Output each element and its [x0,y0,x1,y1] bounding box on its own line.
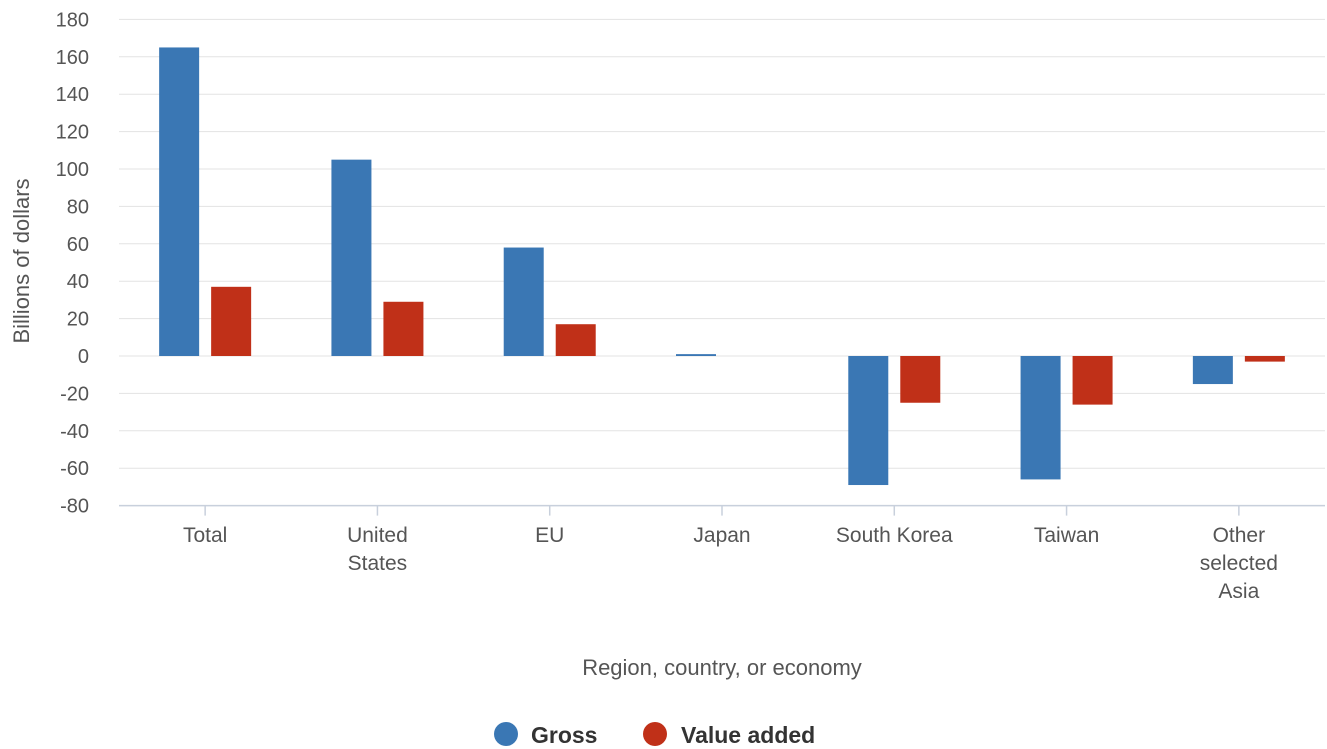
x-tick-label: United States [347,524,408,575]
legend-label: Value added [681,722,815,748]
bar-gross [848,356,889,486]
bar-value-added [1244,356,1285,362]
legend-marker-value-added [643,722,667,746]
legend-label: Gross [531,722,597,748]
y-tick-label: 20 [67,309,89,331]
x-tick-label: Total [183,524,227,547]
y-tick-label: 180 [56,9,89,31]
x-tick-label: Taiwan [1034,524,1099,547]
x-tick-label: EU [535,524,564,547]
y-axis-ticks: 180 160 140 120 100 80 60 40 20 0 -20 -40 -60 -80 [56,9,89,517]
bar-gross [1020,356,1061,480]
legend-marker-gross [494,722,518,746]
y-tick-label: 0 [78,346,89,368]
y-tick-label: 40 [67,271,89,293]
y-tick-label: -80 [60,496,89,518]
bar-value-added [1072,356,1113,405]
y-tick-label: 160 [56,47,89,69]
y-tick-label: -60 [60,458,89,480]
y-tick-label: 80 [67,196,89,218]
bar-gross [331,159,372,356]
bar-value-added [211,286,252,356]
bar-value-added [555,324,596,356]
bar-value-added [383,301,424,356]
legend: Gross Value added [494,722,815,748]
gridlines [119,18,1325,507]
bar-gross [1192,356,1233,385]
bar-gross [676,354,716,356]
y-tick-label: 140 [56,84,89,106]
y-tick-label: 60 [67,234,89,256]
bars [159,47,1285,486]
y-axis-label: Billions of dollars [9,178,34,343]
x-axis: Total United States EU Japan South Korea Taiwa… [119,504,1325,603]
x-tick-label: South Korea [836,524,953,547]
x-tick-label: Other selected Asia [1200,524,1278,603]
y-tick-label: -40 [60,421,89,443]
x-tick-label: Japan [693,524,750,547]
y-tick-label: 100 [56,159,89,181]
y-tick-label: 120 [56,122,89,144]
bar-gross [159,47,200,356]
bar-gross [503,247,544,356]
x-axis-label: Region, country, or economy [582,655,862,680]
bar-value-added [900,356,941,403]
y-tick-label: -20 [60,383,89,405]
